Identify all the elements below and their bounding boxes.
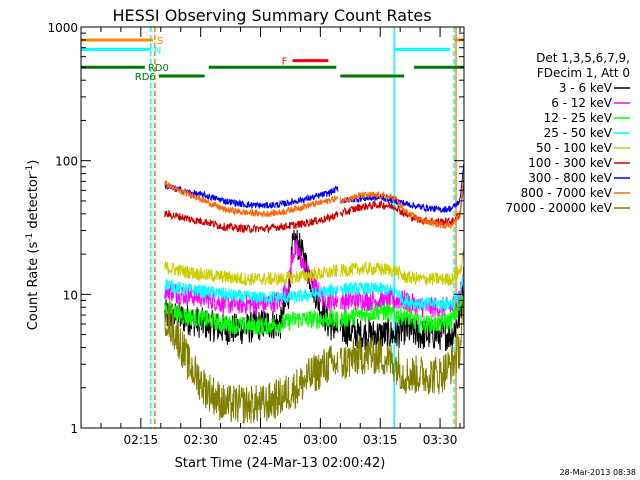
legend-label-4: 50 - 100 keV	[536, 141, 613, 155]
legend-label-8: 7000 - 20000 keV	[505, 201, 612, 215]
series-line-1	[164, 238, 464, 318]
plot-frame	[80, 26, 465, 429]
legend-label-6: 300 - 800 keV	[528, 171, 612, 185]
legend-label-7: 800 - 7000 keV	[521, 186, 613, 200]
y-tick-label-0: 1	[70, 422, 78, 436]
y-tick-label-3: 1000	[47, 21, 78, 35]
series-line-7	[164, 170, 464, 230]
flag-rd0-label: RD0	[148, 63, 169, 74]
flag-f-label: F	[282, 57, 288, 68]
x-tick-label-0: 02:15	[124, 433, 159, 447]
flag-rd6-label: RD6	[135, 72, 156, 83]
legend-label-2: 12 - 25 keV	[544, 111, 613, 125]
series-layer	[164, 162, 464, 424]
legend: Det 1,3,5,6,7,9, FDecim 1, Att 0 3 - 6 k…	[505, 51, 630, 215]
series-line-6	[164, 162, 464, 213]
series-line-2	[164, 293, 464, 336]
legend-label-5: 100 - 300 keV	[528, 156, 612, 170]
legend-header-1: Det 1,3,5,6,7,9,	[536, 51, 630, 65]
y-axis-label: Count Rate (s-1 detector-1)	[25, 160, 41, 331]
x-tick-label-2: 02:45	[243, 433, 278, 447]
x-tick-label-1: 02:30	[183, 433, 218, 447]
x-tick-label-3: 03:00	[303, 433, 338, 447]
x-axis-label: Start Time (24-Mar-13 02:00:42)	[175, 456, 386, 471]
chart-title: HESSI Observing Summary Count Rates	[112, 6, 431, 25]
legend-label-1: 6 - 12 keV	[551, 96, 613, 110]
legend-label-0: 3 - 6 keV	[559, 81, 613, 95]
timestamp: 28-Mar-2013 08:38	[560, 468, 637, 477]
series-line-8	[164, 289, 464, 424]
y-tick-label-1: 10	[63, 288, 78, 302]
x-tick-label-4: 03:15	[363, 433, 398, 447]
series-line-3	[164, 271, 464, 311]
legend-label-3: 25 - 50 keV	[544, 126, 613, 140]
legend-header-2: FDecim 1, Att 0	[537, 66, 630, 80]
series-line-5	[164, 182, 464, 234]
axes: 02:15 02:30 02:45 03:00 03:15 03:30 1 10 100 1000	[47, 21, 465, 447]
flag-n-label: N	[154, 45, 161, 56]
flag-s-label: S	[157, 36, 163, 47]
y-tick-label-2: 100	[55, 155, 78, 169]
x-tick-label-5: 03:30	[423, 433, 458, 447]
series-line-4	[164, 249, 464, 287]
